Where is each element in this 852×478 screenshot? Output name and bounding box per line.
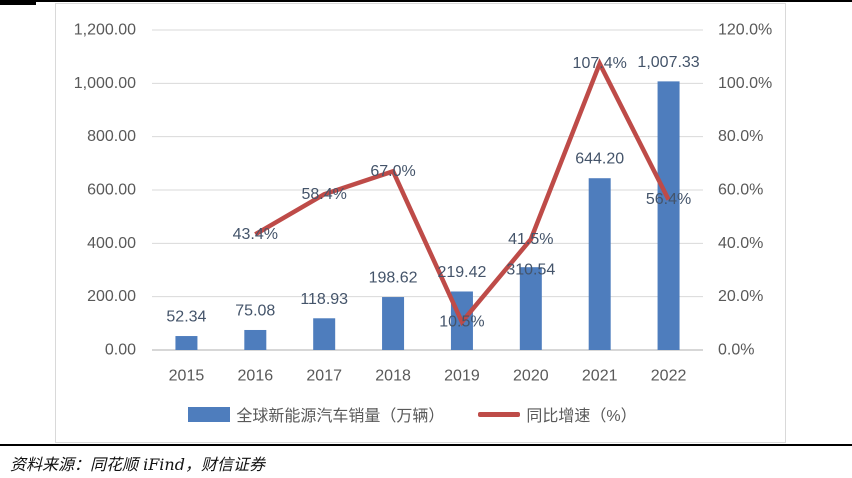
line-label: 41.5% xyxy=(508,231,553,248)
bar-label: 75.08 xyxy=(235,302,275,319)
top-rule xyxy=(0,0,852,2)
line-label: 58.4% xyxy=(302,186,347,203)
growth-line xyxy=(254,58,671,327)
legend-item-growth: 同比增速（%） xyxy=(478,402,637,426)
bar-2022 xyxy=(657,81,680,351)
line-label: 43.4% xyxy=(233,226,278,243)
combo-chart: 1,200.00 120.0% 1,000.00 100.0% 800.00 80.0% 6… xyxy=(74,22,773,385)
bar-label: 118.93 xyxy=(300,291,348,308)
left-axis-tick: 0.00 xyxy=(105,342,136,359)
right-axis-tick: 100.0% xyxy=(718,75,772,92)
year-label: 2018 xyxy=(375,368,411,385)
bar-label: 52.34 xyxy=(166,309,206,326)
bar-2021 xyxy=(588,178,611,350)
bar-label: 198.62 xyxy=(369,270,418,287)
left-axis-tick: 1,000.00 xyxy=(74,75,136,92)
bar-label: 219.42 xyxy=(437,264,486,281)
right-axis-tick: 120.0% xyxy=(718,22,772,39)
bar-2018 xyxy=(382,297,405,350)
line-label: 67.0% xyxy=(370,163,415,180)
bar-2015 xyxy=(175,336,198,350)
bar-2020 xyxy=(519,267,542,350)
chart-frame: 1,200.00 120.0% 1,000.00 100.0% 800.00 80.0% 6… xyxy=(55,3,786,443)
left-axis-tick: 1,200.00 xyxy=(74,22,136,39)
left-axis-tick: 200.00 xyxy=(87,288,136,305)
year-label: 2021 xyxy=(582,368,618,385)
line-series-swatch xyxy=(478,411,521,417)
year-label: 2017 xyxy=(306,368,342,385)
year-label: 2019 xyxy=(444,368,480,385)
bar-2016 xyxy=(244,329,267,350)
right-axis-tick: 0.0% xyxy=(718,342,754,359)
bar-label: 644.20 xyxy=(575,151,624,168)
legend-label-growth: 同比增速（%） xyxy=(526,408,637,425)
right-axis-tick: 40.0% xyxy=(718,235,763,252)
top-rule-accent xyxy=(0,0,36,5)
right-axis-tick: 60.0% xyxy=(718,182,763,199)
year-label: 2020 xyxy=(513,368,549,385)
left-axis-tick: 400.00 xyxy=(87,235,136,252)
left-axis-tick: 600.00 xyxy=(87,182,136,199)
right-axis-tick: 80.0% xyxy=(718,128,763,145)
line-label: 10.5% xyxy=(439,314,484,331)
bar-label: 310.54 xyxy=(506,262,555,279)
legend-item-sales: 全球新能源汽车销量（万辆） xyxy=(188,402,444,426)
year-label: 2016 xyxy=(238,368,274,385)
source-note: 资料来源：同花顺 iFind，财信证券 xyxy=(10,455,265,474)
year-label: 2015 xyxy=(169,368,205,385)
line-label: 107.4% xyxy=(573,55,627,72)
year-label: 2022 xyxy=(651,368,687,385)
chart-legend: 全球新能源汽车销量（万辆） 同比增速（%） xyxy=(56,402,769,426)
legend-label-sales: 全球新能源汽车销量（万辆） xyxy=(236,408,445,425)
right-axis-tick: 20.0% xyxy=(718,288,763,305)
left-axis-tick: 800.00 xyxy=(87,128,136,145)
bottom-rule xyxy=(0,444,852,446)
bar-series-swatch xyxy=(188,406,231,422)
line-label: 56.4% xyxy=(646,191,691,208)
bar-2017 xyxy=(313,318,336,350)
bar-label: 1,007.33 xyxy=(637,54,699,71)
